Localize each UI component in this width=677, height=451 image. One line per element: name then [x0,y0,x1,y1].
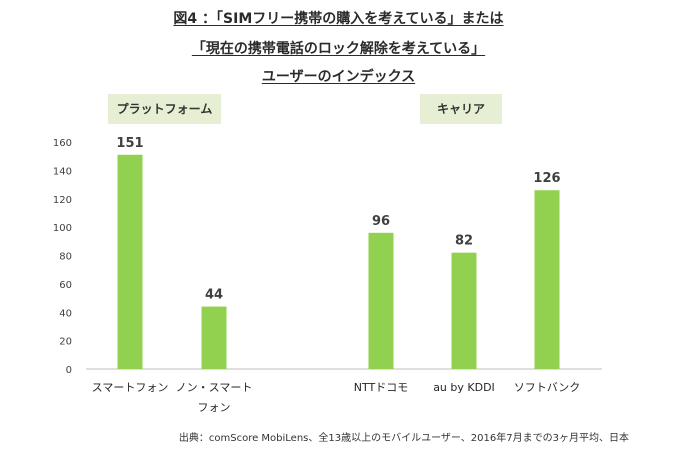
group-label-platform: プラットフォーム [108,94,221,124]
x-tick-label: ノン・スマート [176,381,253,394]
x-tick-label: NTTドコモ [354,381,408,394]
y-tick-label: 120 [53,195,72,206]
data-label: 126 [533,171,560,186]
y-tick-label: 40 [59,308,72,319]
data-label: 151 [116,136,143,151]
x-tick-label: スマートフォン [92,381,169,394]
bar [368,232,394,369]
data-label: 82 [455,234,473,249]
y-tick-label: 20 [59,337,72,348]
x-tick-label: フォン [198,401,231,414]
y-tick-label: 0 [66,365,72,376]
bar [534,190,560,369]
x-tick-label: ソフトバンク [514,381,581,394]
chart-title-line-2: 「現在の携帯電話のロック解除を考えている」 [191,41,486,57]
bar [117,154,143,369]
chart-title-line-3: ユーザーのインデックス [261,69,416,85]
source-note: 出典：comScore MobiLens、全13歳以上のモバイルユーザー、201… [178,433,629,444]
group-label-carrier: キャリア [420,94,502,124]
y-tick-label: 60 [59,280,72,291]
y-tick-label: 160 [53,138,72,149]
data-label: 44 [205,288,223,303]
y-tick-label: 80 [59,252,72,263]
y-tick-label: 140 [53,166,72,177]
x-tick-label: au by KDDI [433,381,495,394]
bar [451,252,477,369]
chart-title-line-1: 図4 ：「SIMフリー携帯の購入を考えている」または [173,11,504,27]
y-tick-label: 100 [53,223,72,234]
bar [201,306,227,369]
data-label: 96 [372,214,390,229]
